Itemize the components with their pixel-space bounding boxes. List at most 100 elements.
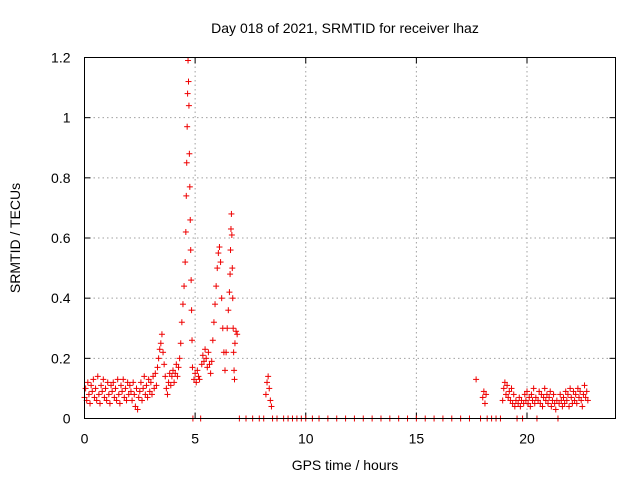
data-point [139, 397, 146, 404]
data-point [121, 394, 128, 401]
data-point [264, 379, 271, 386]
data-point [545, 400, 552, 407]
data-point [186, 150, 193, 157]
data-point [207, 370, 214, 377]
data-point [183, 159, 190, 166]
data-point [161, 361, 168, 368]
data-point [500, 385, 507, 392]
data-point [157, 340, 164, 347]
data-point [85, 391, 92, 398]
data-point [152, 370, 159, 377]
data-point [127, 388, 134, 395]
data-point [507, 397, 514, 404]
data-point [524, 388, 530, 395]
data-point [129, 397, 136, 404]
plot-frame [84, 57, 616, 419]
data-point [104, 379, 111, 386]
data-point [135, 394, 142, 401]
data-point [562, 388, 569, 395]
data-point [233, 328, 240, 335]
data-point [543, 391, 550, 398]
data-point [210, 319, 217, 326]
data-point [162, 373, 169, 380]
data-point [547, 388, 554, 395]
data-point [508, 385, 515, 392]
data-point [521, 391, 528, 398]
data-point [526, 394, 533, 401]
data-point [560, 394, 567, 401]
data-point [212, 301, 219, 308]
x-tick-label: 10 [298, 431, 314, 447]
x-tick-label: 20 [519, 431, 535, 447]
data-point [94, 373, 101, 380]
data-point [510, 391, 517, 398]
data-point [92, 385, 99, 392]
y-tick-label: 0 [63, 411, 71, 427]
data-point [570, 388, 577, 395]
data-point [188, 277, 195, 284]
data-point [199, 352, 206, 359]
data-point [202, 346, 209, 353]
grid-lines [84, 57, 616, 419]
data-point [175, 364, 182, 371]
data-point [194, 367, 201, 374]
data-point [115, 391, 122, 398]
data-point [146, 388, 153, 395]
data-point [574, 385, 581, 392]
data-point [183, 192, 190, 199]
data-point [170, 367, 176, 374]
data-point [506, 388, 513, 395]
data-point [531, 400, 538, 407]
data-point [192, 370, 199, 377]
y-tick-label: 0.6 [51, 230, 71, 246]
data-point [572, 391, 579, 398]
data-point [132, 403, 139, 410]
x-tick-label: 0 [81, 431, 89, 447]
data-point [179, 301, 186, 308]
data-point [530, 385, 537, 392]
data-point [143, 382, 150, 389]
data-point [113, 397, 120, 404]
data-point [187, 216, 194, 223]
data-point [230, 325, 237, 332]
data-point [217, 259, 224, 266]
data-point [522, 397, 529, 404]
data-point [171, 379, 178, 386]
data-point [215, 250, 222, 257]
data-point [224, 325, 231, 332]
data-point [125, 391, 132, 398]
data-point [189, 337, 196, 344]
data-point [579, 403, 586, 410]
data-point [131, 391, 138, 398]
data-point [571, 397, 578, 404]
data-point [150, 373, 157, 380]
data-point [148, 391, 155, 398]
data-point [82, 385, 89, 392]
data-point [193, 379, 200, 386]
data-point [542, 397, 549, 404]
data-point [90, 376, 97, 383]
data-point [480, 388, 487, 395]
data-point [563, 397, 570, 404]
data-point [188, 307, 195, 314]
data-point [226, 289, 233, 296]
data-point [265, 373, 272, 380]
data-point [203, 355, 210, 362]
data-point [133, 385, 140, 392]
data-point [176, 355, 183, 362]
data-point [189, 364, 196, 371]
data-point [584, 397, 591, 404]
data-point [229, 295, 236, 302]
data-point [208, 358, 215, 365]
data-point [580, 391, 587, 398]
data-point [168, 373, 175, 380]
data-point [141, 373, 148, 380]
data-point [105, 391, 112, 398]
data-point [173, 361, 180, 368]
data-point [109, 388, 116, 395]
data-point [536, 388, 543, 395]
data-point [583, 388, 590, 395]
data-point [539, 403, 546, 410]
x-tick-label: 5 [191, 431, 199, 447]
x-axis-label: GPS time / hours [292, 457, 399, 473]
